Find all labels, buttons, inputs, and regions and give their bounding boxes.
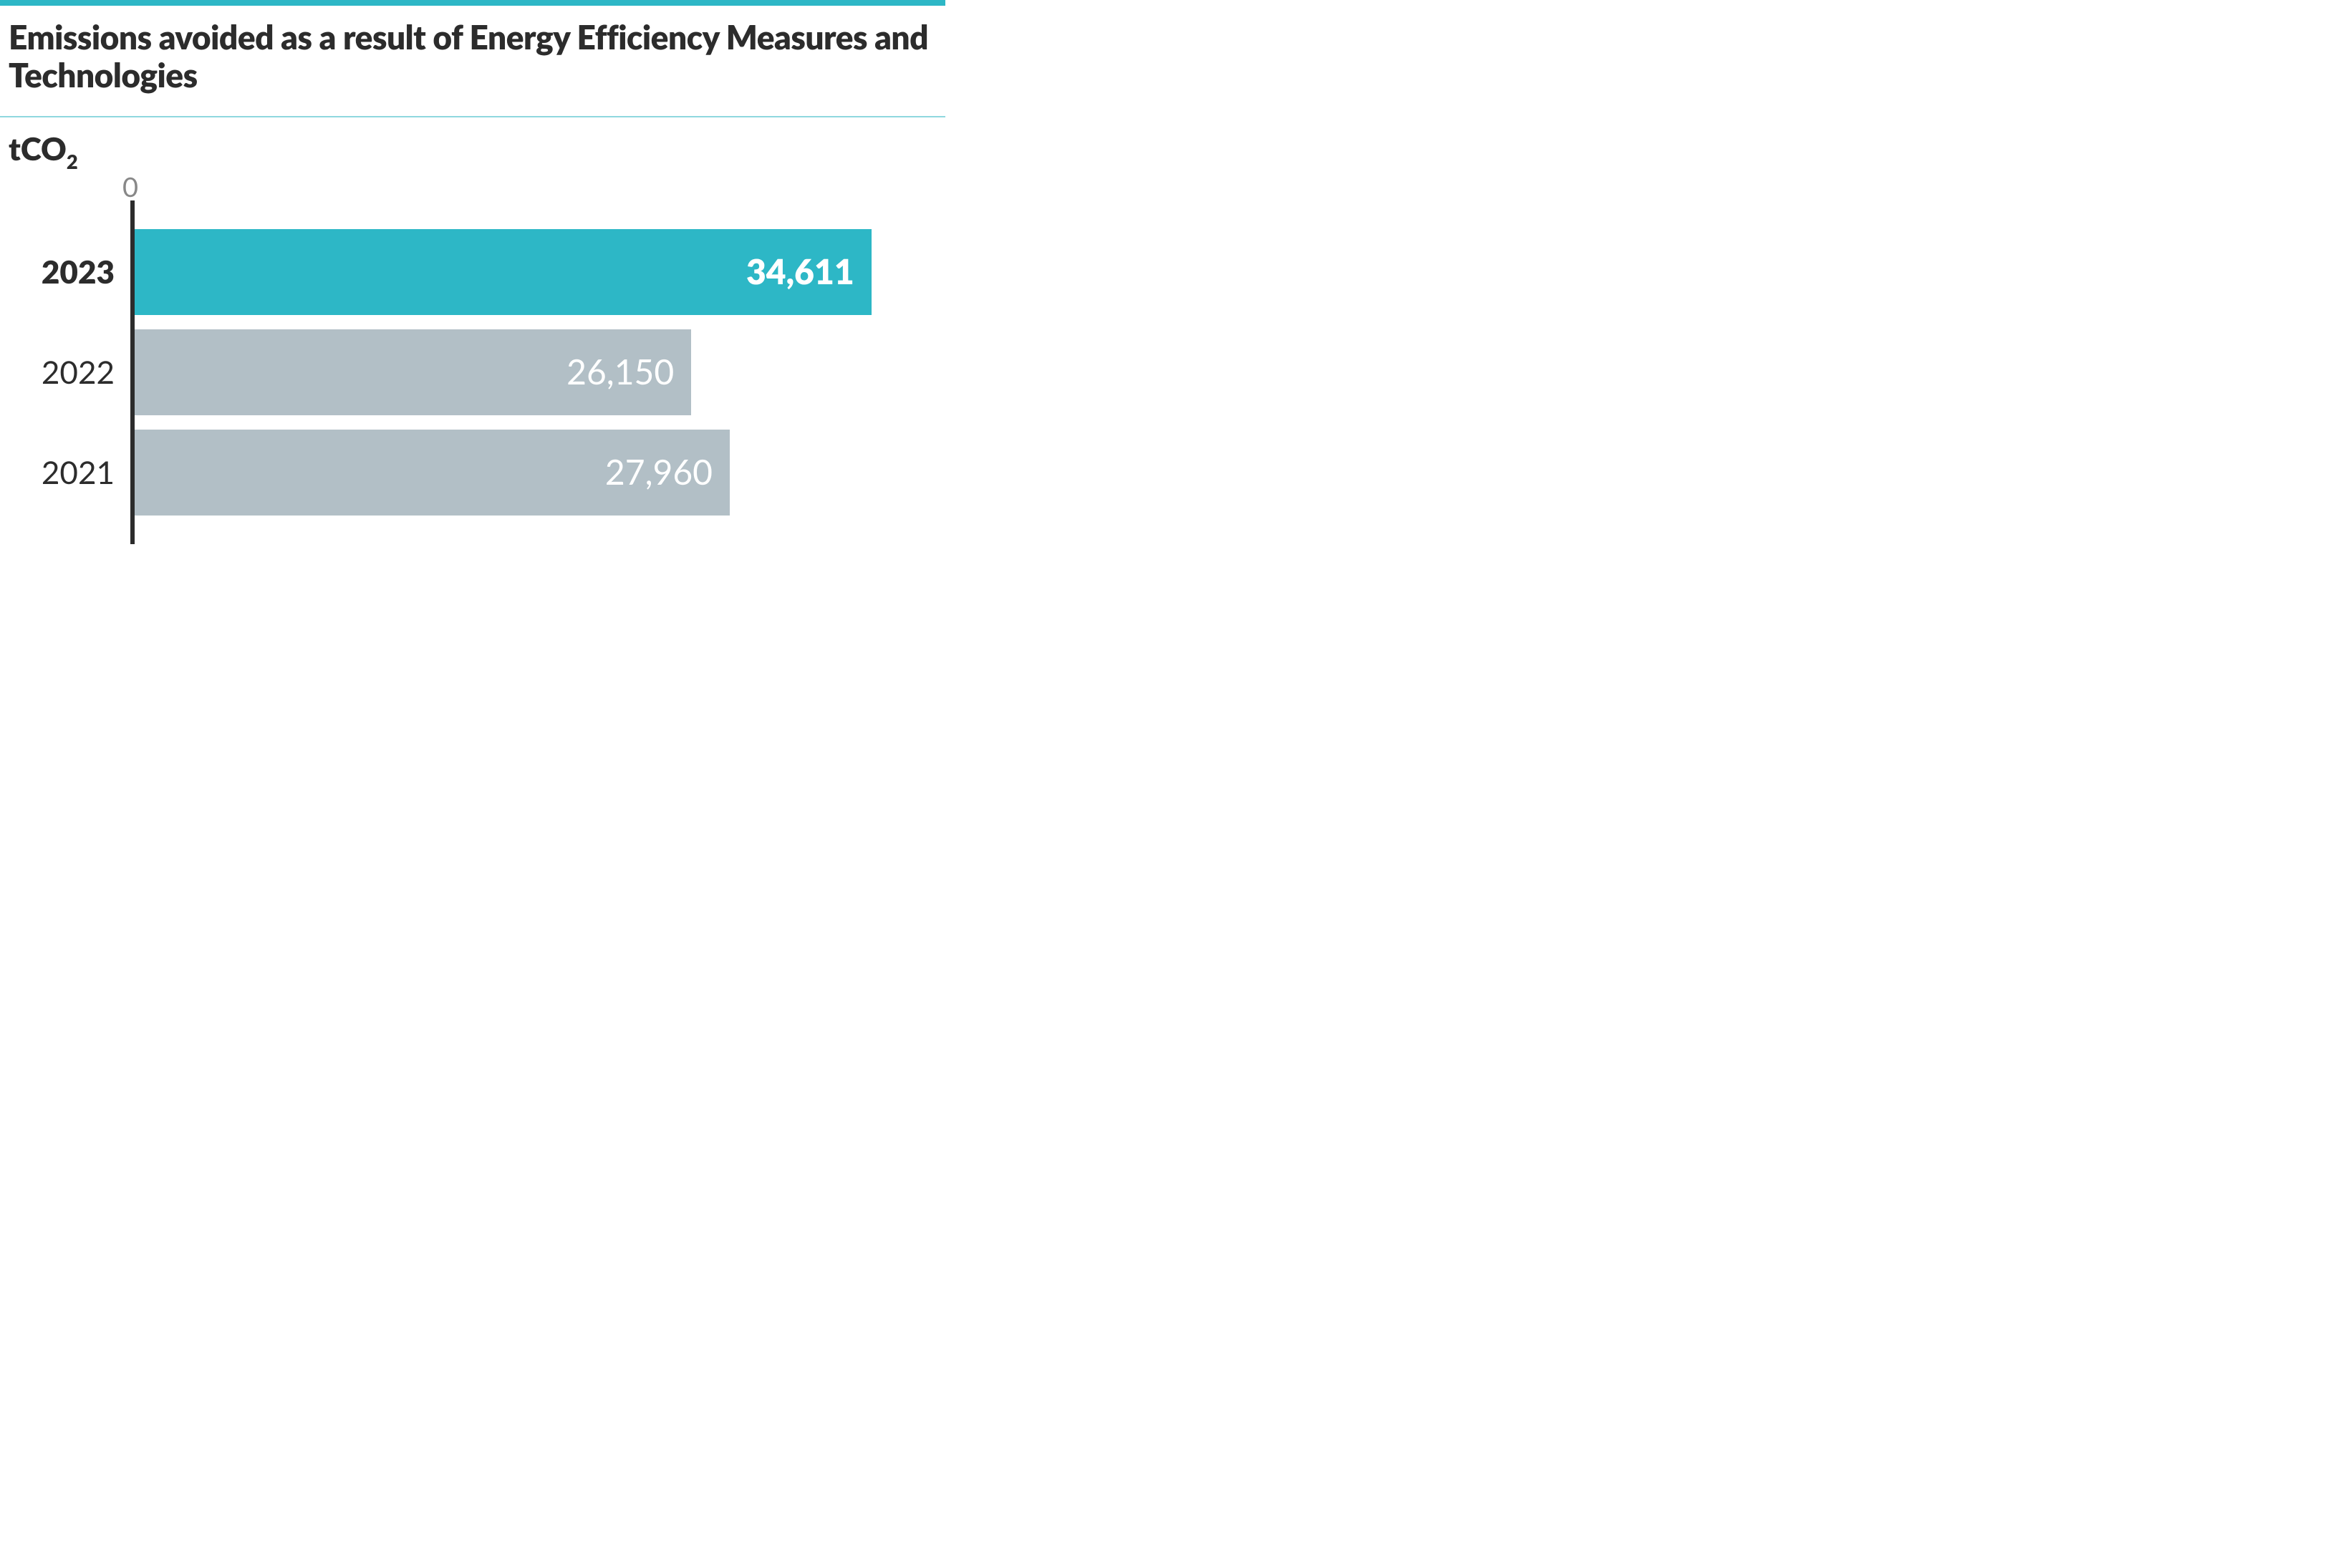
unit-label: tCO2 — [0, 117, 945, 172]
chart-frame: Emissions avoided as a result of Energy … — [0, 0, 945, 544]
year-label: 2023 — [13, 253, 135, 291]
title-block: Emissions avoided as a result of Energy … — [0, 6, 945, 116]
bar-row: 202334,611 — [135, 229, 945, 315]
bar-value-label: 27,960 — [605, 452, 713, 493]
unit-prefix: tCO — [9, 130, 67, 168]
axis-zero-label: 0 — [122, 170, 138, 203]
top-rule — [0, 0, 945, 6]
bar-row: 202127,960 — [135, 430, 945, 516]
bar-value-label: 34,611 — [746, 251, 854, 292]
bars-container: 202334,611 202226,150 202127,960 — [135, 200, 945, 544]
chart-title: Emissions avoided as a result of Energy … — [9, 19, 945, 95]
unit-subscript: 2 — [67, 150, 78, 173]
bar-chart: 0 202334,611202226,150202127,960 — [9, 172, 945, 544]
year-label: 2021 — [13, 454, 135, 491]
bar-value-label: 26,150 — [566, 352, 674, 392]
bar: 34,611 — [135, 229, 872, 315]
bar: 26,150 — [135, 329, 691, 415]
bar: 27,960 — [135, 430, 730, 516]
axis-area: 0 202334,611202226,150202127,960 — [130, 172, 945, 544]
year-label: 2022 — [13, 354, 135, 391]
bar-row: 202226,150 — [135, 329, 945, 415]
